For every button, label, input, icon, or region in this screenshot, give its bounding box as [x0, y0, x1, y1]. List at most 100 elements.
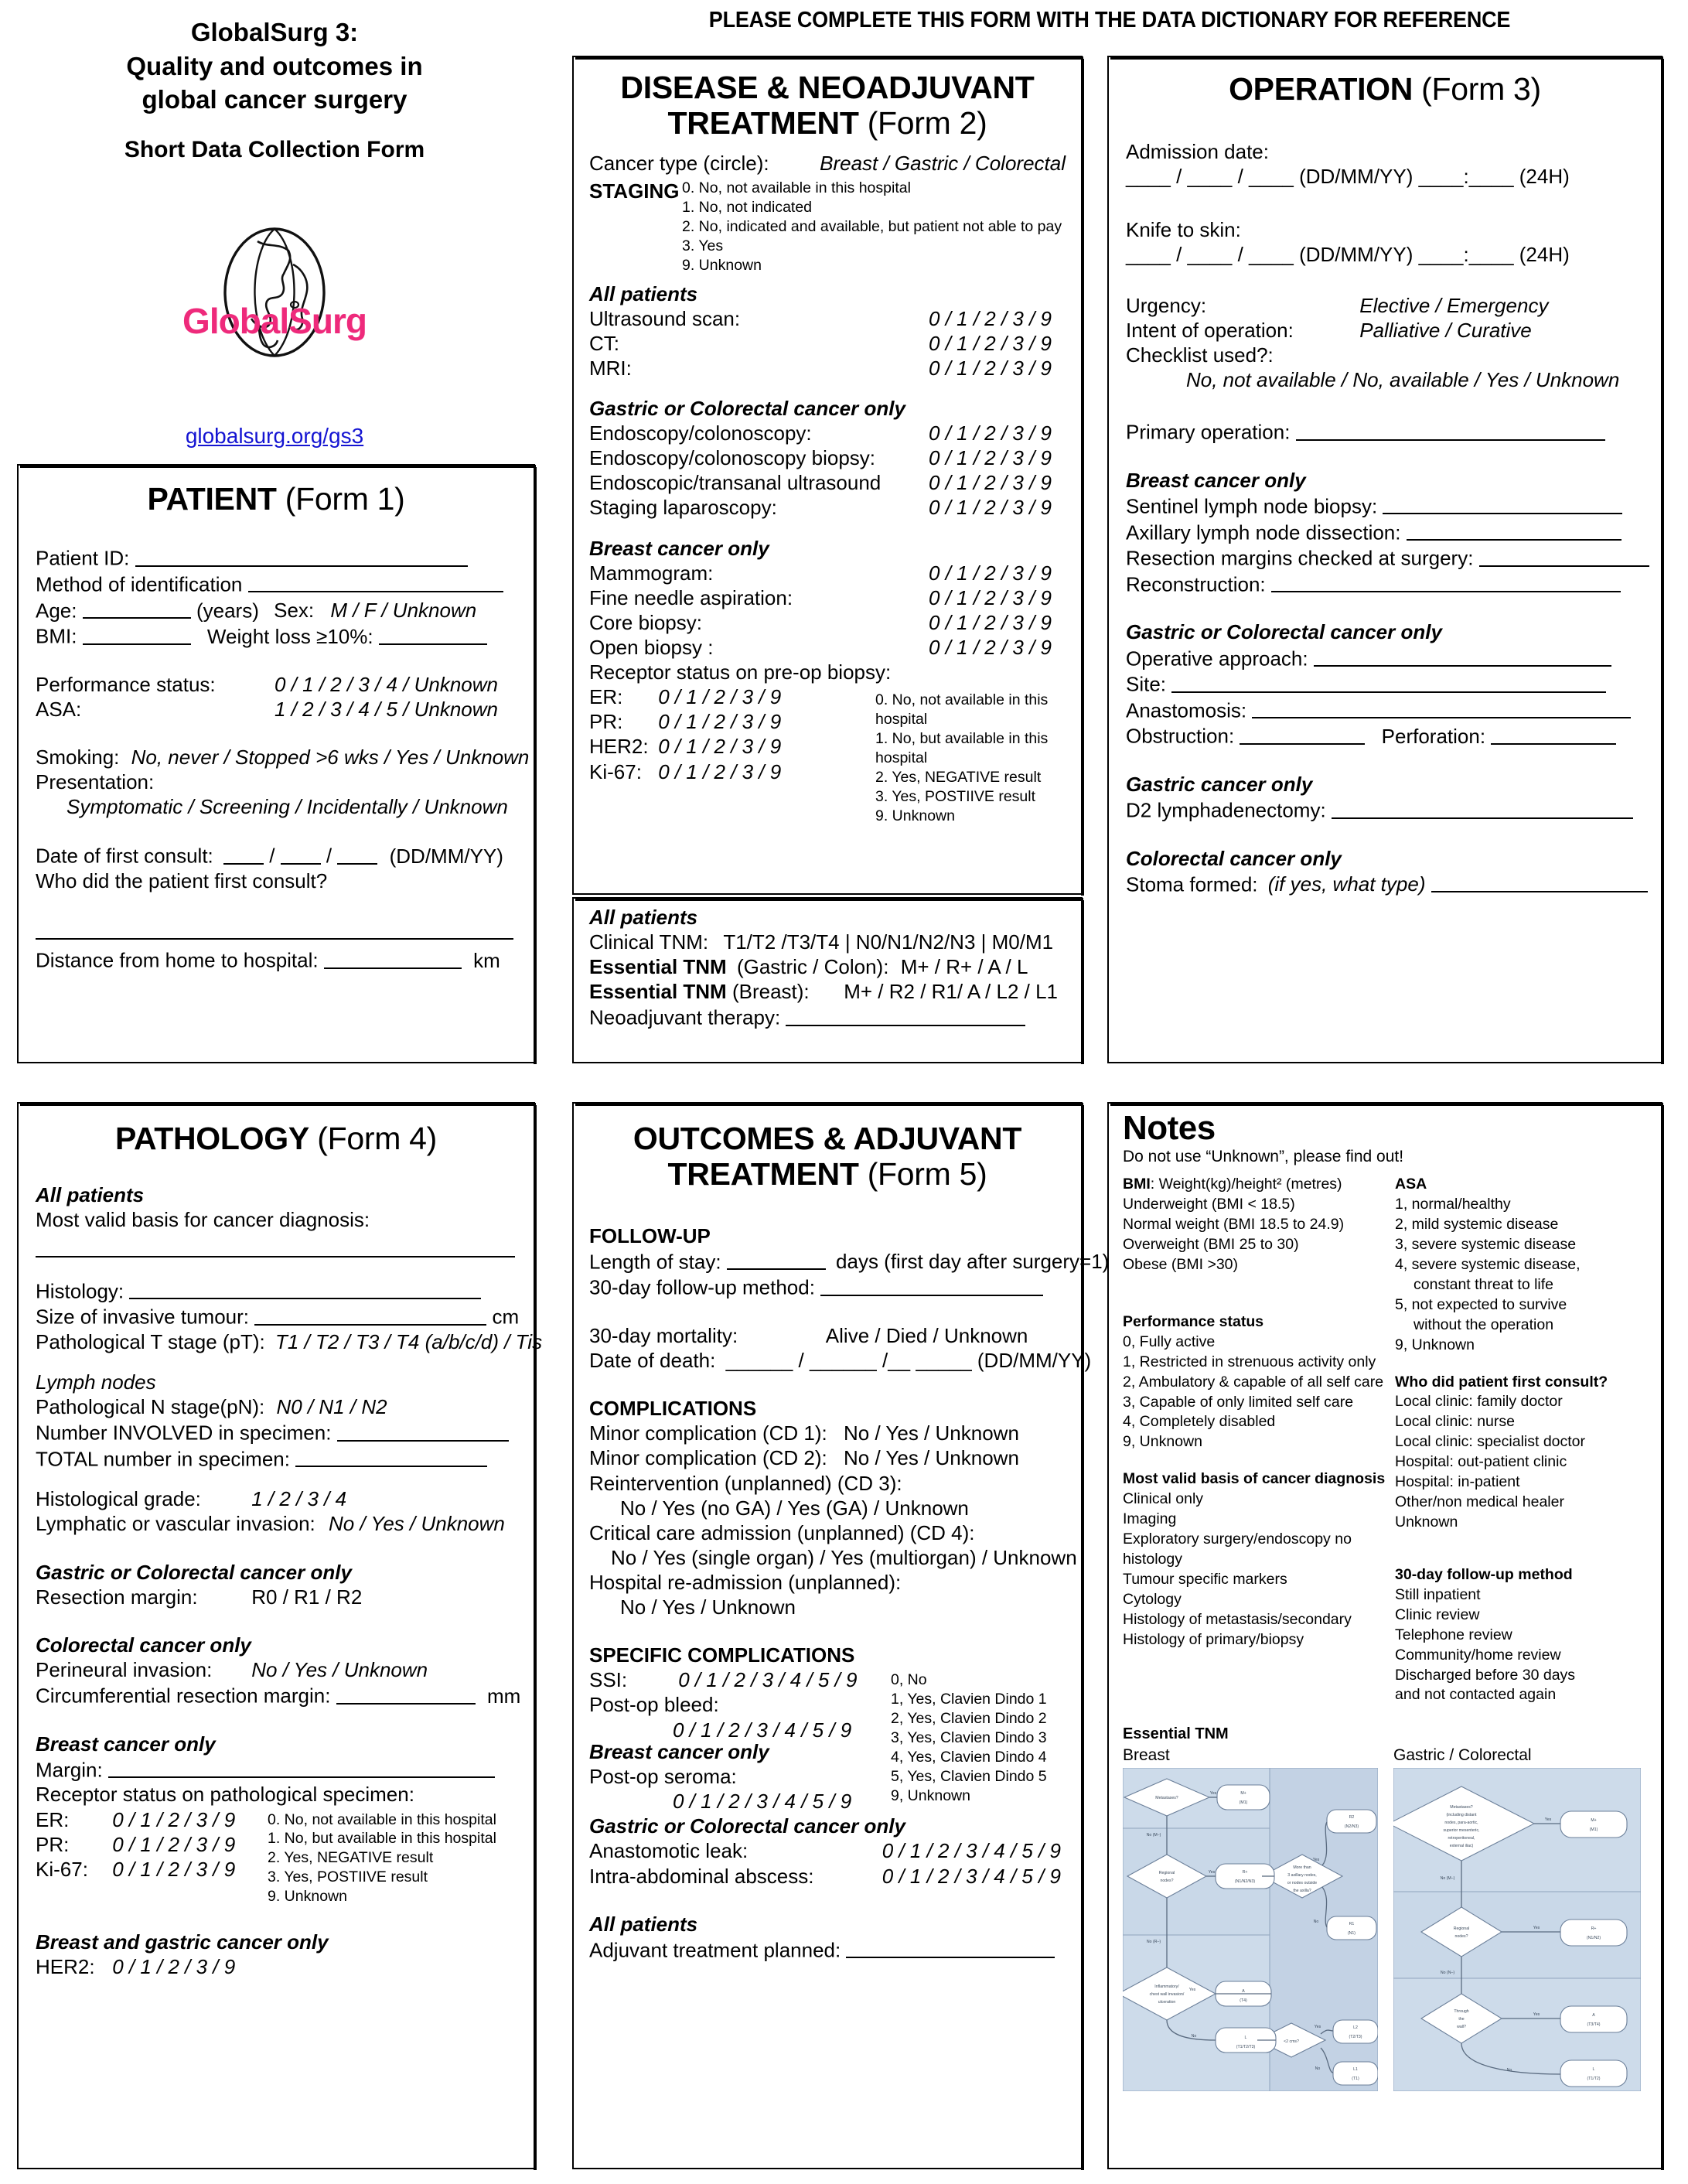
transanal-ultrasound-row[interactable]: Endoscopic/transanal ultrasound 0 / 1 / … [589, 470, 1066, 495]
followup-method-input[interactable] [820, 1274, 1044, 1296]
smoking-row[interactable]: Smoking: No, never / Stopped >6 wks / Ye… [36, 745, 529, 770]
method-identification-input[interactable] [247, 571, 503, 593]
her2-row[interactable]: HER2: 0 / 1 / 2 / 3 / 9 [589, 734, 875, 759]
lvi-options[interactable]: No / Yes / Unknown [329, 1512, 505, 1536]
minor-cd2-row[interactable]: Minor complication (CD 2): No / Yes / Un… [589, 1445, 1066, 1470]
pt-stage-options[interactable]: T1 / T2 / T3 / T4 (a/b/c/d) / Tis [275, 1329, 543, 1353]
staging-laparoscopy-options[interactable]: 0 / 1 / 2 / 3 / 9 [929, 496, 1052, 520]
urgency-options[interactable]: Elective / Emergency [1359, 293, 1549, 317]
critical-care-options[interactable]: No / Yes (single organ) / Yes (multiorga… [611, 1545, 1077, 1569]
mortality-options[interactable]: Alive / Died / Unknown [825, 1324, 1028, 1348]
patient-id-input[interactable] [135, 544, 468, 567]
perineural-row[interactable]: Perineural invasion: No / Yes / Unknown [36, 1657, 517, 1682]
crm-input[interactable] [336, 1682, 476, 1705]
intent-row[interactable]: Intent of operation: Palliative / Curati… [1126, 318, 1644, 343]
minor-cd1-options[interactable]: No / Yes / Unknown [843, 1421, 1019, 1445]
site-row[interactable]: Site: [1126, 671, 1644, 697]
anastomotic-leak-row[interactable]: Anastomotic leak: 0 / 1 / 2 / 3 / 4 / 5 … [589, 1838, 1066, 1863]
ki67-row[interactable]: Ki-67: 0 / 1 / 2 / 3 / 9 [589, 759, 875, 784]
who-first-consult-input[interactable] [36, 937, 513, 940]
axillary-dissection-row[interactable]: Axillary lymph node dissection: [1126, 519, 1644, 545]
sentinel-node-input[interactable] [1383, 493, 1623, 515]
neoadjuvant-therapy-row[interactable]: Neoadjuvant therapy: [589, 1004, 1066, 1030]
performance-status-options[interactable]: 0 / 1 / 2 / 3 / 4 / Unknown [274, 672, 498, 696]
followup-method-row[interactable]: 30-day follow-up method: [589, 1274, 1066, 1300]
staging-laparoscopy-row[interactable]: Staging laparoscopy: 0 / 1 / 2 / 3 / 9 [589, 495, 1066, 520]
obstruction-input[interactable] [1240, 722, 1366, 745]
date-of-death-input[interactable]: ______ / ______ /__ _____ (DD/MM/YY) [725, 1349, 1092, 1373]
core-biopsy-row[interactable]: Core biopsy: 0 / 1 / 2 / 3 / 9 [589, 610, 1066, 635]
margin-row[interactable]: Margin: [36, 1756, 517, 1783]
ki67-options[interactable]: 0 / 1 / 2 / 3 / 9 [658, 759, 782, 783]
mri-options[interactable]: 0 / 1 / 2 / 3 / 9 [929, 356, 1052, 380]
lvi-row[interactable]: Lymphatic or vascular invasion: No / Yes… [36, 1511, 517, 1536]
sex-options[interactable]: M / F / Unknown [330, 599, 477, 623]
minor-cd1-row[interactable]: Minor complication (CD 1): No / Yes / Un… [589, 1421, 1066, 1445]
essential-tnm-breast-options[interactable]: M+ / R2 / R1/ A / L2 / L1 [844, 980, 1058, 1004]
endoscopy-row[interactable]: Endoscopy/colonoscopy: 0 / 1 / 2 / 3 / 9 [589, 421, 1066, 445]
operative-approach-input[interactable] [1313, 645, 1611, 667]
tumour-size-row[interactable]: Size of invasive tumour: cm [36, 1303, 519, 1329]
nodes-involved-row[interactable]: Number INVOLVED in specimen: [36, 1419, 517, 1445]
pr-row[interactable]: PR: 0 / 1 / 2 / 3 / 9 [589, 709, 875, 734]
consult-month-input[interactable] [280, 842, 321, 865]
minor-cd2-options[interactable]: No / Yes / Unknown [843, 1446, 1019, 1470]
bmi-input[interactable] [82, 623, 191, 645]
perineural-options[interactable]: No / Yes / Unknown [251, 1657, 428, 1681]
mortality-row[interactable]: 30-day mortality: Alive / Died / Unknown [589, 1323, 1066, 1348]
patient-id-row[interactable]: Patient ID: [36, 544, 517, 571]
histological-grade-row[interactable]: Histological grade: 1 / 2 / 3 / 4 [36, 1486, 517, 1511]
bmi-weightloss-row[interactable]: BMI: Weight loss ≥10%: [36, 623, 517, 649]
ultrasound-options[interactable]: 0 / 1 / 2 / 3 / 9 [929, 306, 1052, 330]
er-row[interactable]: ER: 0 / 1 / 2 / 3 / 9 [589, 684, 875, 709]
ssi-options[interactable]: 0 / 1 / 2 / 3 / 4 / 5 / 9 [678, 1668, 858, 1692]
date-of-death-row[interactable]: Date of death: ______ / ______ /__ _____… [589, 1348, 1091, 1373]
presentation-options[interactable]: Symptomatic / Screening / Incidentally /… [66, 795, 508, 819]
mri-row[interactable]: MRI: 0 / 1 / 2 / 3 / 9 [589, 356, 1066, 380]
consult-year-input[interactable] [337, 842, 378, 865]
primary-operation-input[interactable] [1295, 418, 1605, 441]
postop-bleed-options[interactable]: 0 / 1 / 2 / 3 / 4 / 5 / 9 [673, 1718, 852, 1742]
endoscopy-options[interactable]: 0 / 1 / 2 / 3 / 9 [929, 421, 1052, 445]
stoma-input[interactable] [1431, 871, 1648, 893]
histological-grade-options[interactable]: 1 / 2 / 3 / 4 [251, 1487, 347, 1511]
anastomosis-input[interactable] [1252, 697, 1632, 719]
perforation-input[interactable] [1491, 722, 1617, 745]
weight-loss-input[interactable] [378, 623, 487, 645]
pn-stage-row[interactable]: Pathological N stage(pN): N0 / N1 / N2 [36, 1394, 517, 1419]
resection-margin-row[interactable]: Resection margin: R0 / R1 / R2 [36, 1585, 517, 1609]
length-of-stay-row[interactable]: Length of stay: days (first day after su… [589, 1248, 1109, 1275]
her2-options[interactable]: 0 / 1 / 2 / 3 / 9 [658, 735, 782, 759]
pr-options[interactable]: 0 / 1 / 2 / 3 / 9 [658, 710, 782, 734]
d2-lymphadenectomy-input[interactable] [1331, 797, 1633, 819]
readmission-options[interactable]: No / Yes / Unknown [620, 1595, 796, 1619]
cancer-type-row[interactable]: Cancer type (circle): Breast / Gastric /… [589, 151, 1066, 176]
consult-day-input[interactable] [223, 842, 264, 865]
axillary-dissection-input[interactable] [1406, 519, 1622, 541]
open-biopsy-options[interactable]: 0 / 1 / 2 / 3 / 9 [929, 635, 1052, 659]
seroma-options[interactable]: 0 / 1 / 2 / 3 / 4 / 5 / 9 [673, 1790, 852, 1814]
method-identification-row[interactable]: Method of identification [36, 571, 517, 597]
sentinel-node-row[interactable]: Sentinel lymph node biopsy: [1126, 493, 1644, 519]
distance-row[interactable]: Distance from home to hospital: km [36, 947, 517, 973]
age-input[interactable] [82, 597, 191, 619]
cancer-type-options[interactable]: Breast / Gastric / Colorectal [820, 151, 1066, 175]
endoscopy-biopsy-row[interactable]: Endoscopy/colonoscopy biopsy: 0 / 1 / 2 … [589, 445, 1066, 470]
admission-date-input[interactable]: ____ / ____ / ____ (DD/MM/YY) ____:____ … [1126, 165, 1570, 189]
essential-tnm-gc-row[interactable]: Essential TNM (Gastric / Colon): M+ / R+… [589, 954, 1066, 979]
anastomotic-leak-options[interactable]: 0 / 1 / 2 / 3 / 4 / 5 / 9 [882, 1839, 1061, 1863]
resection-margins-input[interactable] [1478, 544, 1649, 567]
checklist-options[interactable]: No, not available / No, available / Yes … [1186, 368, 1620, 392]
mammogram-options[interactable]: 0 / 1 / 2 / 3 / 9 [929, 561, 1052, 585]
margin-input[interactable] [107, 1756, 495, 1779]
date-first-consult-row[interactable]: Date of first consult: / / (DD/MM/YY) [36, 842, 517, 868]
urgency-row[interactable]: Urgency: Elective / Emergency [1126, 293, 1644, 318]
pt-stage-row[interactable]: Pathological T stage (pT): T1 / T2 / T3 … [36, 1329, 542, 1354]
er-options[interactable]: 0 / 1 / 2 / 3 / 9 [658, 685, 782, 709]
mammogram-row[interactable]: Mammogram: 0 / 1 / 2 / 3 / 9 [589, 561, 1066, 585]
histology-row[interactable]: Histology: [36, 1278, 517, 1304]
operative-approach-row[interactable]: Operative approach: [1126, 645, 1644, 671]
distance-input[interactable] [323, 947, 462, 969]
transanal-ultrasound-options[interactable]: 0 / 1 / 2 / 3 / 9 [929, 471, 1052, 495]
resection-margin-options[interactable]: R0 / R1 / R2 [251, 1585, 363, 1609]
